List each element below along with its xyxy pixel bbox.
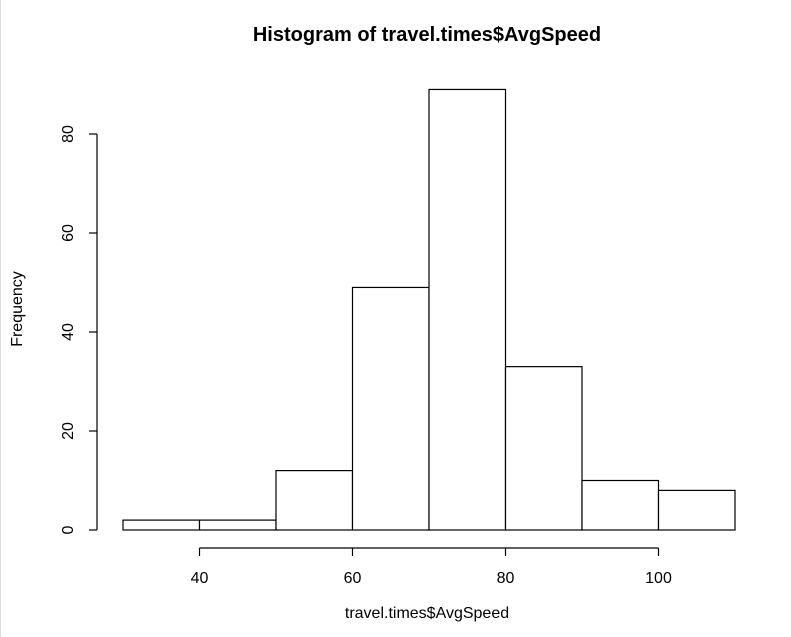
- x-tick-label-100: 100: [645, 570, 672, 587]
- y-axis: 0 20 40 60 80: [60, 125, 98, 534]
- histogram-bar-60-70: [351, 286, 430, 531]
- x-axis-label: travel.times$AvgSpeed: [345, 605, 509, 622]
- y-tick-label-20: 20: [60, 422, 77, 440]
- histogram-bar-90-100: [581, 479, 660, 531]
- x-axis: 40 60 80 100: [191, 547, 672, 587]
- y-tick-label-0: 0: [60, 525, 77, 534]
- y-tick-label-80: 80: [60, 125, 77, 143]
- histogram-bar-100-110: [657, 489, 736, 531]
- y-axis-label: Frequency: [9, 271, 26, 347]
- histogram-bar-80-90: [504, 366, 583, 531]
- histogram-bar-70-80: [428, 88, 507, 531]
- histogram-bar-40-50: [198, 519, 277, 531]
- bars-group: [122, 88, 736, 531]
- y-tick-label-40: 40: [60, 323, 77, 341]
- x-tick-label-40: 40: [191, 570, 209, 587]
- histogram-bar-50-60: [275, 470, 354, 531]
- x-tick-label-60: 60: [344, 570, 362, 587]
- x-tick-label-80: 80: [497, 570, 515, 587]
- chart-title: Histogram of travel.times$AvgSpeed: [253, 24, 601, 46]
- y-tick-label-60: 60: [60, 224, 77, 242]
- histogram-bar-30-40: [122, 519, 201, 531]
